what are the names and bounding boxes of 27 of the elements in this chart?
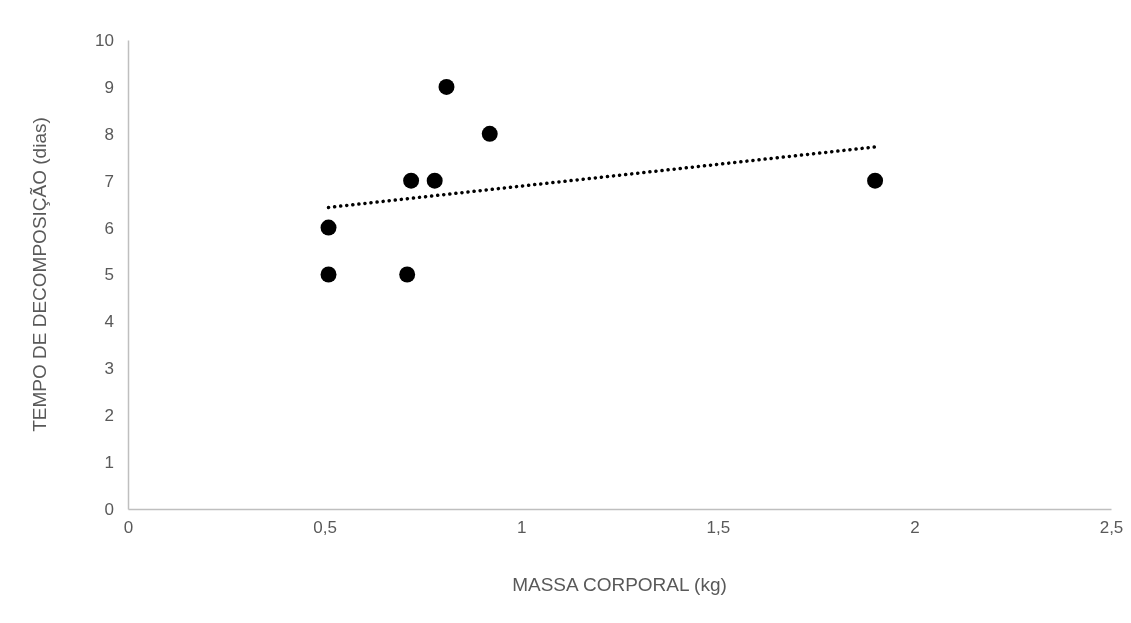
y-tick-label: 0 <box>104 499 114 519</box>
y-tick-label: 2 <box>104 406 114 426</box>
x-tick-label: 1,5 <box>706 518 731 538</box>
y-axis-title: TEMPO DE DECOMPOSIÇÃO (dias) <box>29 117 50 432</box>
point <box>320 219 337 236</box>
point <box>320 266 337 283</box>
y-tick-label: 5 <box>104 265 114 285</box>
y-tick-label: 9 <box>104 77 114 97</box>
y-tick-label: 10 <box>95 30 114 50</box>
point <box>426 172 443 189</box>
y-tick-label: 8 <box>104 124 114 144</box>
x-tick-label: 0,5 <box>313 518 337 538</box>
point <box>438 78 455 95</box>
x-tick-label: 1 <box>516 518 527 538</box>
y-tick-label: 1 <box>104 453 114 473</box>
y-tick-label: 6 <box>104 218 114 238</box>
point <box>481 125 498 142</box>
point <box>399 266 416 283</box>
x-axis-title: MASSA CORPORAL (kg) <box>512 574 727 595</box>
y-tick-label: 4 <box>104 312 114 332</box>
x-tick-label: 2,5 <box>1099 518 1124 538</box>
y-tick-label: 3 <box>104 359 114 379</box>
x-tick-label: 2 <box>910 518 920 538</box>
point <box>867 172 884 189</box>
x-tick-label: 0 <box>123 518 134 538</box>
y-tick-label: 7 <box>104 171 114 191</box>
point <box>403 172 420 189</box>
